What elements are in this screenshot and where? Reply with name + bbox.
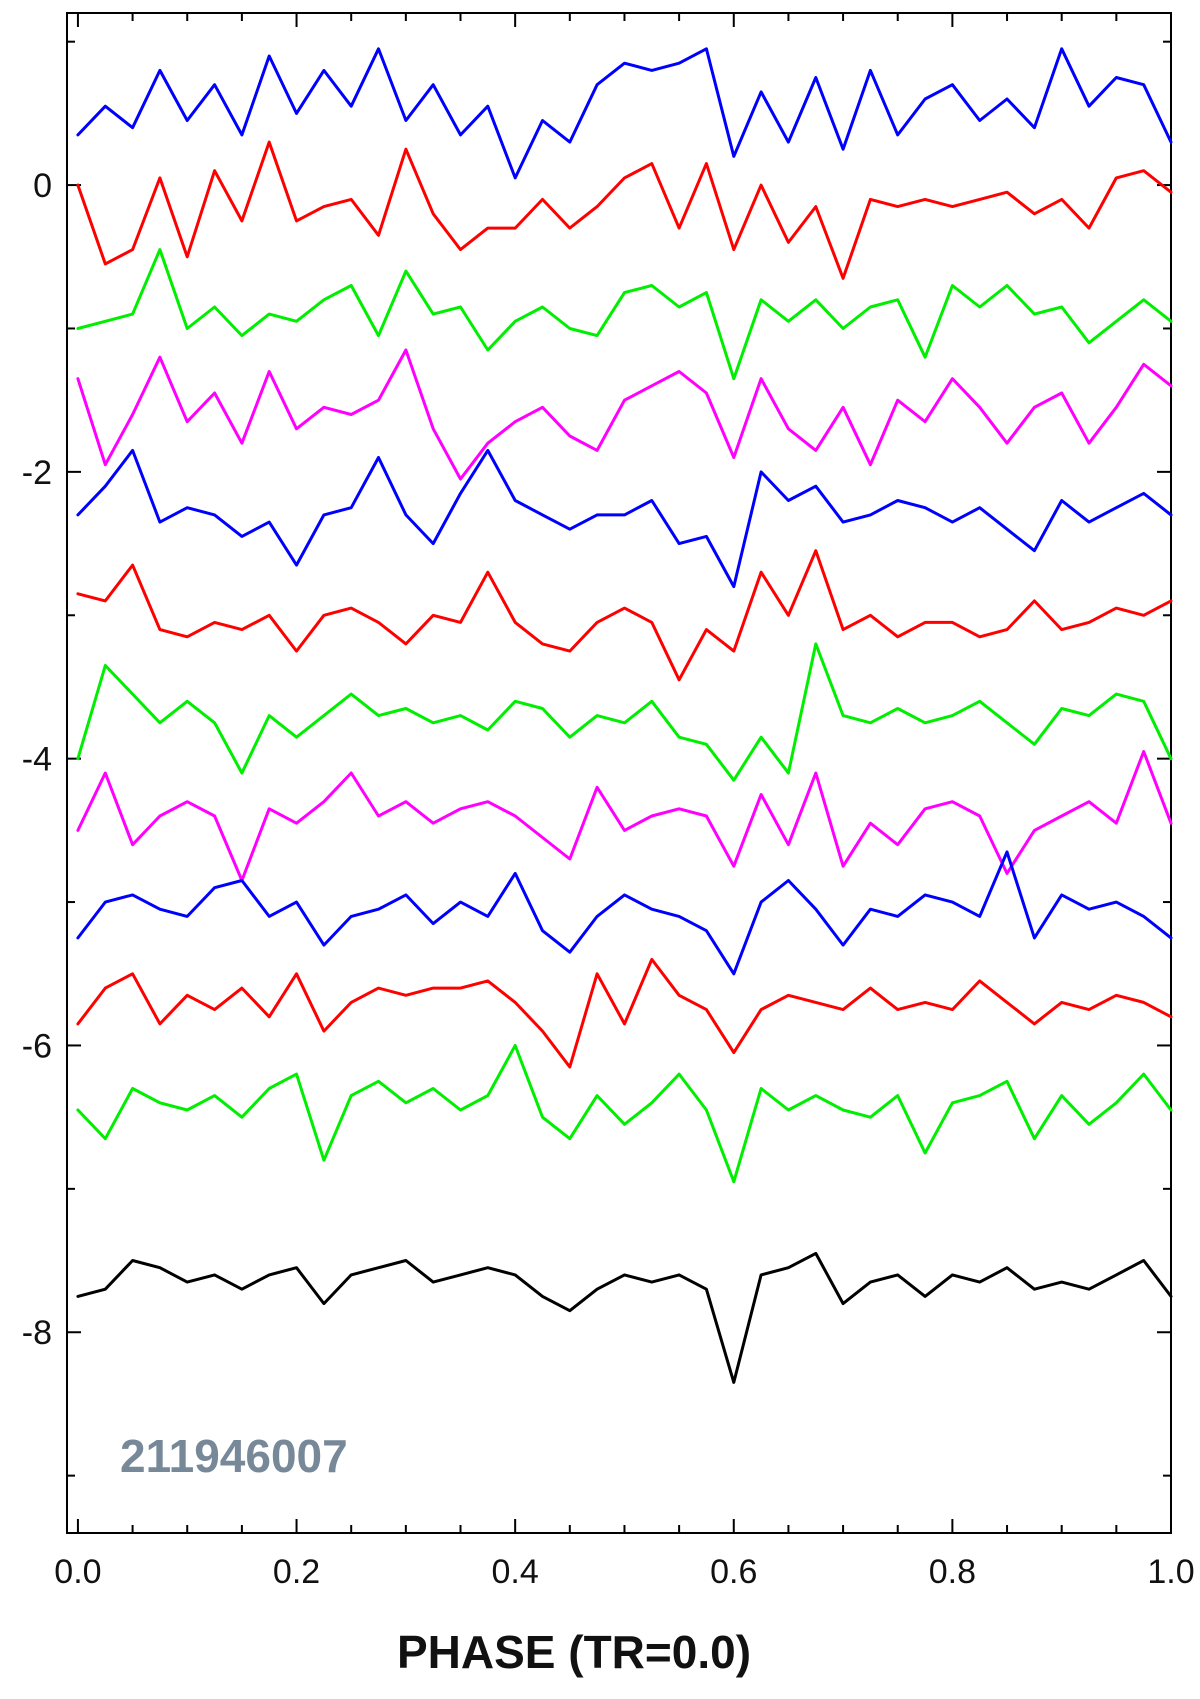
x-tick-label: 0.2	[273, 1553, 320, 1591]
light-curve-series-11	[76, 1044, 1173, 1184]
light-curve-series-4	[76, 348, 1173, 481]
light-curve-series-10	[76, 957, 1173, 1069]
y-tick-label: -4	[22, 741, 52, 779]
y-tick-label: 0	[33, 167, 52, 205]
star-id-annotation: 211946007	[120, 1430, 348, 1482]
plot-frame	[66, 12, 1172, 1534]
x-axis-title: PHASE (TR=0.0)	[397, 1626, 751, 1678]
y-tick-label: -2	[22, 454, 52, 492]
light-curve-series-9	[76, 850, 1173, 976]
light-curve-series-5	[76, 448, 1173, 589]
x-tick-label: 0.4	[492, 1553, 539, 1591]
light-curve-series-12	[76, 1251, 1173, 1384]
x-tick-label: 0.0	[54, 1553, 101, 1591]
light-curve-series-2	[76, 140, 1173, 280]
y-tick-label: -8	[22, 1314, 52, 1352]
x-tick-label: 0.6	[710, 1553, 757, 1591]
light-curve-series-6	[76, 549, 1173, 682]
ticks-layer: 0.0 0.2 0.4 0.6 0.8 1.0 0 -2 -4 -6 -8	[22, 13, 1195, 1591]
x-tick-label: 0.8	[929, 1553, 976, 1591]
light-curve-series-7	[76, 642, 1173, 782]
light-curve-series-1	[76, 47, 1173, 180]
series-layer	[76, 47, 1173, 1384]
x-tick-label: 1.0	[1147, 1553, 1194, 1591]
y-tick-label: -6	[22, 1027, 52, 1065]
light-curve-series-8	[76, 750, 1173, 882]
light-curve-series-3	[76, 248, 1173, 381]
